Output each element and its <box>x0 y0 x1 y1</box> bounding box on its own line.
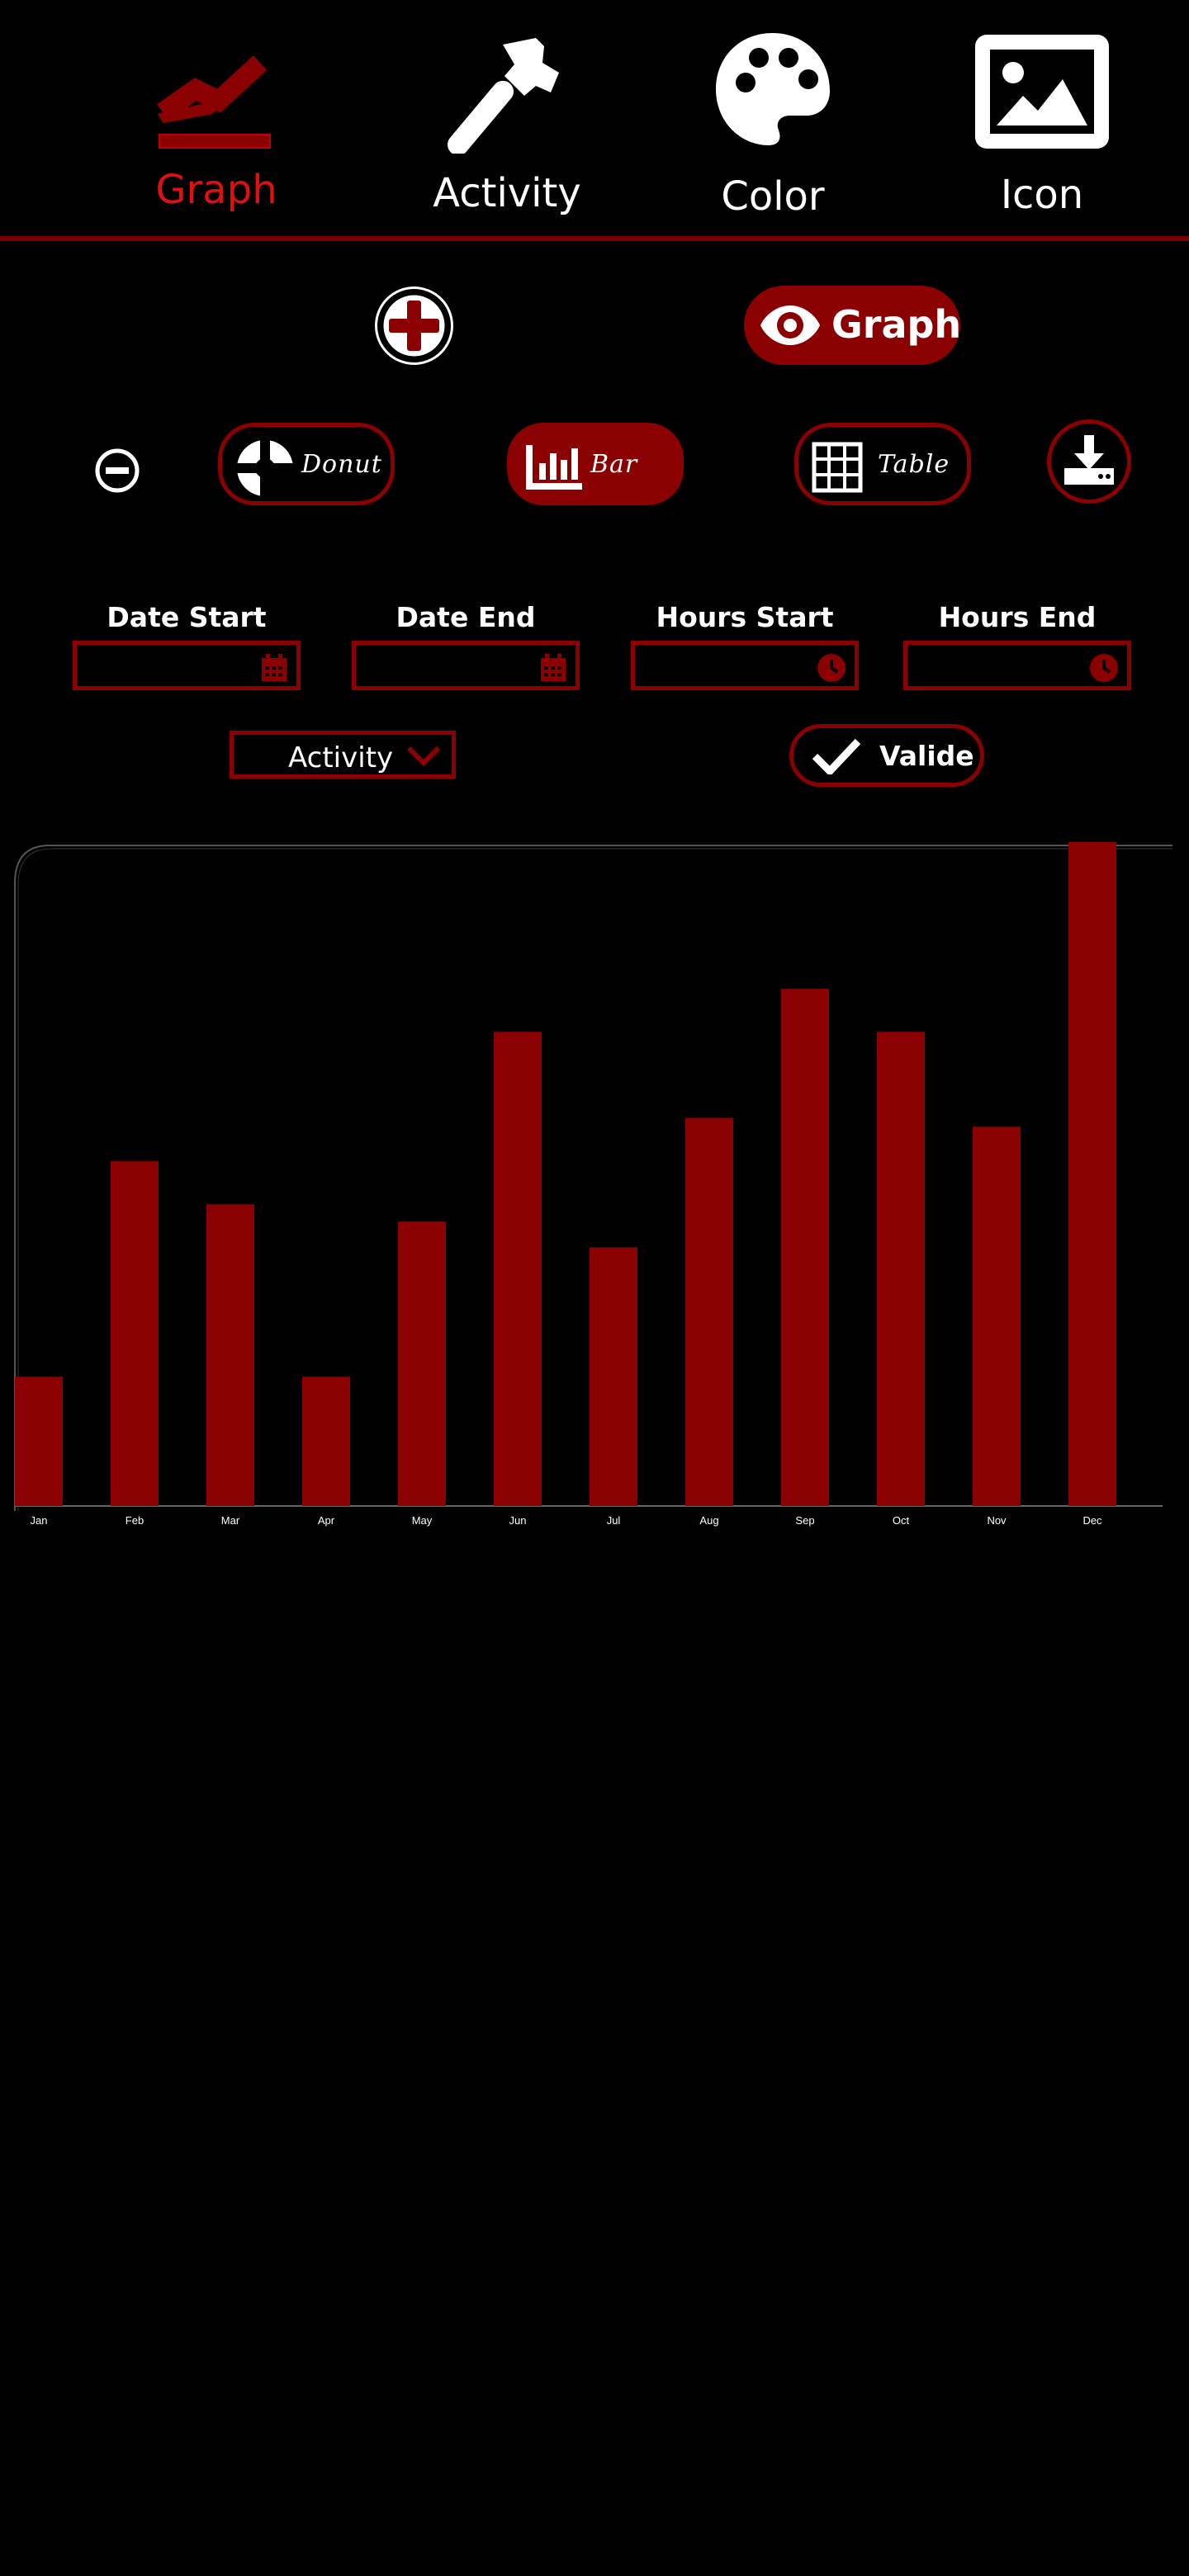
image-icon <box>975 35 1109 149</box>
x-tick-label: Feb <box>126 1514 144 1527</box>
hours-end-label: Hours End <box>938 601 1097 633</box>
hours-end-field[interactable] <box>903 641 1131 690</box>
nav-label-graph: Graph <box>155 167 277 213</box>
x-tick-label: Oct <box>893 1514 910 1527</box>
clock-icon <box>817 654 846 682</box>
calendar-icon <box>262 654 287 681</box>
view-graph-label: Graph <box>831 302 962 347</box>
bar-jan <box>15 1376 63 1506</box>
donut-icon <box>237 440 293 496</box>
clock-icon <box>1090 654 1118 682</box>
nav-label-color: Color <box>721 173 825 220</box>
bar-chart-icon <box>526 445 582 490</box>
bar-jun <box>494 1031 542 1506</box>
nav-label-icon: Icon <box>1000 172 1084 218</box>
bar-may <box>398 1221 446 1506</box>
x-tick-label: Apr <box>318 1514 335 1527</box>
line-chart-icon <box>157 55 268 124</box>
nav-divider <box>0 236 1189 241</box>
chart-type-donut[interactable]: Donut <box>218 423 395 505</box>
bar-dec <box>1068 842 1116 1506</box>
hammer-icon <box>448 38 559 154</box>
view-graph-button[interactable]: Graph <box>744 286 962 365</box>
x-tick-label: Aug <box>699 1514 718 1527</box>
top-navigation: Graph Activity Color Icon <box>0 0 1189 241</box>
bar-mar <box>206 1204 254 1506</box>
x-tick-label: Jul <box>607 1514 621 1527</box>
calendar-icon <box>541 654 566 681</box>
activity-select[interactable]: Activity <box>230 731 456 779</box>
date-end-input[interactable] <box>362 650 520 683</box>
date-end-field[interactable] <box>352 641 580 690</box>
bar-sep <box>781 988 829 1506</box>
hours-start-field[interactable] <box>631 641 859 690</box>
add-button[interactable] <box>375 286 453 365</box>
chart-frame <box>14 845 1172 1511</box>
x-tick-label: Jan <box>31 1514 48 1527</box>
palette-icon <box>716 33 830 145</box>
nav-item-activity[interactable]: Activity <box>400 30 614 228</box>
chart-type-table-label: Table <box>878 450 950 479</box>
baseline-bar <box>159 134 271 149</box>
table-icon <box>812 442 863 493</box>
chart-type-table[interactable]: Table <box>794 423 971 505</box>
chart-type-donut-label: Donut <box>301 450 382 479</box>
nav-label-activity: Activity <box>433 170 581 216</box>
hours-start-input[interactable] <box>642 650 799 683</box>
eye-icon <box>760 305 820 345</box>
x-tick-label: Jun <box>509 1514 527 1527</box>
chart-type-bar-label: Bar <box>590 450 638 479</box>
x-tick-label: Mar <box>221 1514 240 1527</box>
date-end-label: Date End <box>396 601 536 633</box>
chevron-down-icon <box>406 746 441 766</box>
date-start-label: Date Start <box>107 601 267 633</box>
nav-item-graph[interactable]: Graph <box>109 30 324 228</box>
download-button[interactable] <box>1047 419 1131 504</box>
nav-item-color[interactable]: Color <box>666 30 880 228</box>
validate-label: Valide <box>879 740 974 772</box>
x-tick-label: Sep <box>795 1514 814 1527</box>
bar-aug <box>685 1118 733 1506</box>
bar-jul <box>590 1247 637 1506</box>
bar-chart: Jan Feb Mar Apr May Jun Jul Aug Sep Oct Nov Dec <box>14 842 1172 1527</box>
download-icon <box>1064 435 1114 485</box>
plus-icon <box>383 295 445 357</box>
remove-button[interactable] <box>94 447 140 494</box>
date-start-field[interactable] <box>73 641 301 690</box>
date-start-input[interactable] <box>83 650 241 683</box>
hours-end-input[interactable] <box>914 650 1072 683</box>
check-icon <box>812 738 861 774</box>
x-tick-label: May <box>412 1514 433 1527</box>
hours-start-label: Hours Start <box>656 601 834 633</box>
bar-nov <box>973 1126 1021 1506</box>
bar-apr <box>302 1376 350 1506</box>
bar-oct <box>877 1031 925 1506</box>
chart-type-bar[interactable]: Bar <box>507 423 684 505</box>
x-tick-label: Nov <box>987 1514 1007 1527</box>
chart-frame-inner <box>17 848 1172 1511</box>
bar-feb <box>111 1161 159 1506</box>
x-tick-label: Dec <box>1082 1514 1102 1527</box>
activity-select-value: Activity <box>288 741 394 774</box>
nav-item-icon[interactable]: Icon <box>935 30 1149 228</box>
validate-button[interactable]: Valide <box>789 724 984 787</box>
